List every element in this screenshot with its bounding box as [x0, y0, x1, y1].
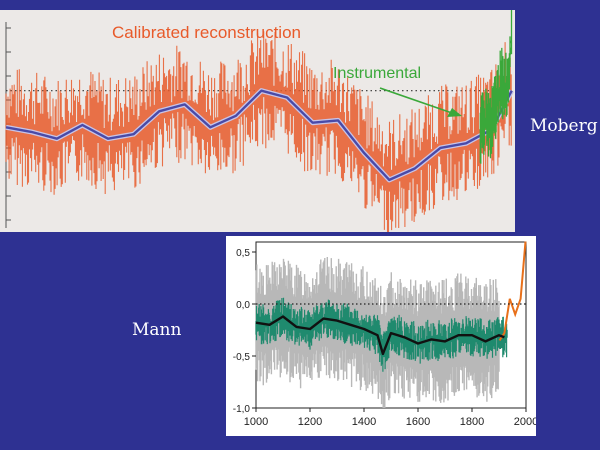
mann-x-tick-label: 2000	[514, 416, 536, 428]
mann-x-tick-label: 1400	[352, 416, 376, 428]
mann-smooth-series	[255, 315, 505, 356]
mann-y-tick-label: 0,0	[236, 300, 250, 311]
moberg-annotation-reconstruction: Calibrated reconstruction	[112, 23, 301, 42]
moberg-arrow-line	[379, 87, 453, 114]
mann-y-tick-label: 0,5	[236, 248, 250, 259]
mann-y-tick-label: -0,5	[233, 352, 251, 363]
moberg-chart-panel: Calibrated reconstruction Instrumental	[0, 0, 515, 236]
moberg-proxy-series	[5, 31, 512, 236]
mann-label: Mann	[132, 320, 182, 340]
mann-y-tick-label: -1,0	[233, 404, 251, 415]
moberg-arrow-head	[447, 108, 462, 117]
moberg-label: Moberg	[530, 116, 598, 136]
moberg-proxy-noise	[5, 31, 512, 236]
moberg-smooth-series	[5, 89, 513, 182]
moberg-chart: Calibrated reconstruction Instrumental	[5, 0, 514, 236]
mann-instrumental-series	[498, 241, 527, 341]
mann-x-tick-label: 1000	[244, 416, 268, 428]
mann-x-tick-label: 1800	[460, 416, 484, 428]
moberg-instrumental-series	[479, 0, 513, 164]
mann-chart-panel: 0,5 0,0 -0,5 -1,0 1000 1200 1400 1600 1800 2000	[226, 236, 538, 436]
mann-x-tick-label: 1600	[406, 416, 430, 428]
mann-x-tick-label: 1200	[298, 416, 322, 428]
moberg-annotation-instrumental: Instrumental	[333, 65, 421, 82]
